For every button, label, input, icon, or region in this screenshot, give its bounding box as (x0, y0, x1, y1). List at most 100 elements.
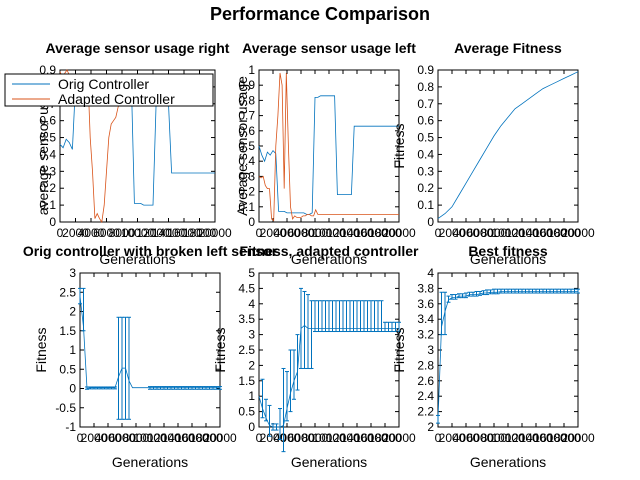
ax2-xtick-label: 14000 (340, 226, 374, 240)
ax4-ytick-label: 0.5 (59, 362, 76, 376)
ax3-ytick-label: 0.3 (417, 164, 434, 178)
ax4-xtick-label: 6000 (109, 431, 136, 445)
ax2-ytick-label: 0.4 (238, 154, 255, 168)
ax5-xtick-label: 6000 (288, 431, 315, 445)
ax6-ytick-label: 2.2 (417, 405, 434, 419)
ax4-xtick-label: 12000 (147, 431, 181, 445)
ax1-ytick-label: 0.1 (39, 198, 56, 212)
ax4-ytick-label: 0 (69, 382, 76, 396)
ax3-ytick-label: 0.8 (417, 80, 434, 94)
ax3-xtick-label: 0 (435, 226, 442, 240)
ax3-xtick-label: 16000 (533, 226, 567, 240)
ax5-ytick-label: 3 (248, 328, 255, 342)
subplot-fitness-adapted-controller: 00.511.522.533.544.550200040006000800010… (212, 243, 419, 470)
ax4-xtick-label: 10000 (133, 431, 167, 445)
ax4-xtick-label: 20000 (203, 431, 237, 445)
ax3-ytick-label: 0.2 (417, 181, 434, 195)
ax1-xtick-label: 12000 (136, 226, 170, 240)
ax3-xtick-label: 2000 (439, 226, 466, 240)
ax6-xtick-label: 14000 (519, 431, 553, 445)
ax1-title: Average sensor usage right (46, 40, 230, 56)
ax1-ytick-label: 0 (49, 215, 56, 229)
ax6-xtick-label: 16000 (533, 431, 567, 445)
subplot-best-fitness: 22.2 2.42.6 2.833.2 3.43.6 3.84 0200040006000… (391, 243, 595, 470)
ax4-xtick-label: 16000 (175, 431, 209, 445)
ax2-ytick-label: 0.1 (238, 200, 255, 214)
ax6-xtick-label: 0 (435, 431, 442, 445)
ax2-ytick-label: 0.8 (238, 93, 255, 107)
ax2-title: Average sensor usage left (242, 40, 416, 56)
ax6-ytick-label: 2 (427, 420, 434, 434)
ax6-ytick-label: 3.8 (417, 281, 434, 295)
ax3-xtick-label: 6000 (467, 226, 494, 240)
ax5-xtick-label: 10000 (312, 431, 346, 445)
legend-label-orig: Orig Controller (58, 76, 149, 92)
ax6-ytick-label: 3.6 (417, 297, 434, 311)
ax5-ytick-label: 2.5 (238, 343, 255, 357)
ax4-xtick-label: 0 (77, 431, 84, 445)
ax6-ytick-label: 3 (427, 343, 434, 357)
ax5-ytick-label: 0.5 (238, 405, 255, 419)
ax4-ytick-label: -0.5 (55, 401, 76, 415)
ax2-xtick-label: 4000 (274, 226, 301, 240)
ax5-ytick-label: 2 (248, 358, 255, 372)
ax4-ytick-label: 2 (69, 305, 76, 319)
ax6-ytick-label: 2.8 (417, 358, 434, 372)
ax5-ytick-label: 0 (248, 420, 255, 434)
ax4-xtick-label: 8000 (123, 431, 150, 445)
ax1-xtick-label: 18000 (183, 226, 217, 240)
ax6-xtick-label: 18000 (547, 431, 581, 445)
ax2-ytick-label: 0.3 (238, 169, 255, 183)
ax3-ytick-label: 0.9 (417, 63, 434, 77)
ax5-xtick-label: 16000 (354, 431, 388, 445)
ax2-series-line (258, 95, 399, 215)
ax2-ylabel: Average sensor usage (234, 76, 250, 216)
ax2-ytick-label: 0.7 (238, 109, 255, 123)
subplot-average-fitness: 00.10.20.30.40.50.60.70.80.9020004000600… (391, 40, 595, 267)
ax4-xtick-label: 4000 (95, 431, 122, 445)
subplot-orig-broken-left-sensor: -1-0.500.511.522.53020004000600080001000… (23, 243, 278, 470)
ax1-ytick-label: 0.2 (39, 181, 56, 195)
ax4-xlabel: Generations (112, 454, 188, 470)
ax3-ytick-label: 0.6 (417, 114, 434, 128)
ax3-series-line (437, 71, 579, 219)
ax3-xtick-label: 4000 (453, 226, 480, 240)
ax6-xtick-label: 20000 (561, 431, 595, 445)
ax5-xtick-label: 8000 (302, 431, 329, 445)
ax6-xtick-label: 12000 (505, 431, 539, 445)
ax5-xtick-label: 20000 (382, 431, 416, 445)
ax6-ytick-label: 4 (427, 266, 434, 280)
ax1-xtick-label: 20000 (198, 226, 232, 240)
ax4-ylabel: Fitness (33, 327, 49, 372)
ax5-xtick-label: 0 (256, 431, 263, 445)
ax3-ytick-label: 0.7 (417, 97, 434, 111)
ax3-ytick-label: 0.1 (417, 198, 434, 212)
ax4-ytick-label: 1 (69, 343, 76, 357)
ax6-xtick-label: 4000 (453, 431, 480, 445)
ax4-title: Orig controller with broken left sensor (23, 243, 278, 259)
ax3-xtick-label: 14000 (519, 226, 553, 240)
ax6-xtick-label: 2000 (439, 431, 466, 445)
figure-title: Performance Comparison (210, 4, 430, 24)
ax4-xtick-label: 14000 (161, 431, 195, 445)
ax3-ytick-label: 0.5 (417, 131, 434, 145)
ax6-xtick-label: 10000 (491, 431, 525, 445)
ax3-ytick-label: 0.4 (417, 147, 434, 161)
ax6-xtick-label: 6000 (467, 431, 494, 445)
ax6-series-line (437, 291, 578, 420)
ax4-xtick-label: 2000 (81, 431, 108, 445)
ax2-ytick-label: 0.9 (238, 78, 255, 92)
ax2-xtick-label: 12000 (326, 226, 360, 240)
ax1-xtick-label: 4000 (78, 226, 105, 240)
ax4-series-line (79, 296, 220, 389)
ax1-ytick-label: 0.4 (39, 147, 56, 161)
ax6-ytick-label: 2.4 (417, 389, 434, 403)
ax5-xlabel: Generations (291, 454, 367, 470)
ax5-ytick-label: 5 (248, 266, 255, 280)
ax5-ytick-label: 1.5 (238, 374, 255, 388)
ax1-ytick-label: 0.5 (39, 131, 56, 145)
ax1-xtick-label: 6000 (93, 226, 120, 240)
ax5-series-line (258, 324, 399, 428)
